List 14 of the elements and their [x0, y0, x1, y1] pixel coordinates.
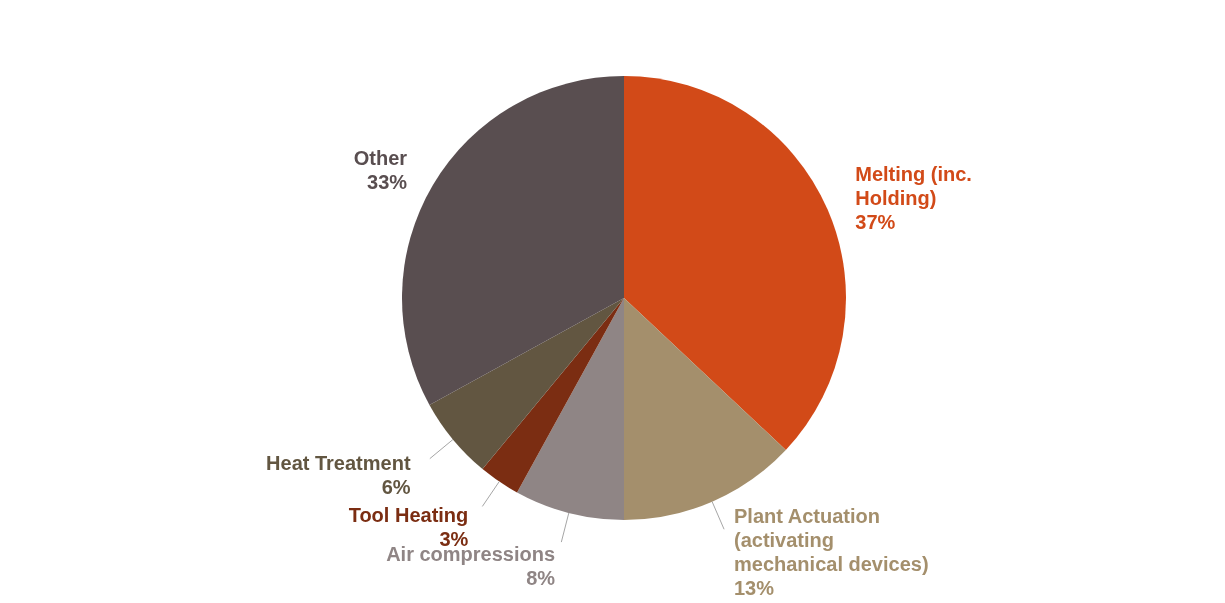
pie-slice — [482, 298, 624, 493]
data-label: 13% — [734, 577, 775, 600]
data-label: 37% — [855, 210, 896, 233]
slice-label: Tool Heating — [348, 504, 469, 527]
slice-label: Melting (inc. Holding) — [855, 162, 972, 209]
pie-slice — [429, 298, 624, 470]
pie-slice — [517, 298, 624, 520]
slice-label: Other — [353, 146, 408, 169]
pie-slice — [624, 76, 846, 450]
data-label: 8% — [526, 567, 556, 590]
data-label: 33% — [367, 170, 408, 193]
slice-label: Plant Actuation (activating mechanical devices) — [734, 505, 929, 576]
slice-label: Heat Treatment — [266, 451, 411, 474]
data-label: 6% — [381, 475, 411, 498]
